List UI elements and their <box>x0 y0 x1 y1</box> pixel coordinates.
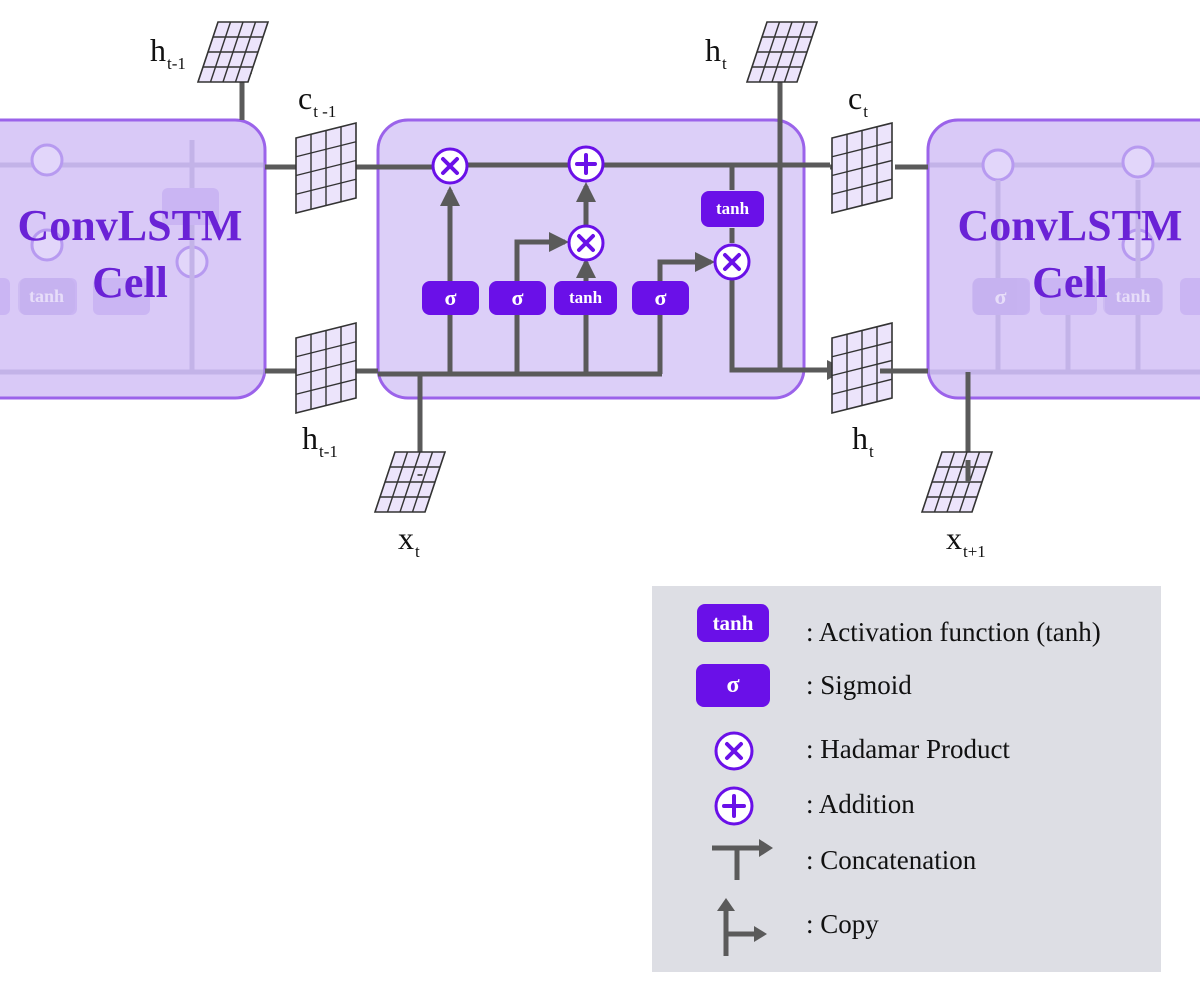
feature-grid-icon <box>746 21 818 83</box>
left-convlstm-cell <box>0 118 300 400</box>
label-sub: t <box>863 102 868 121</box>
label-h-prev-top: ht-1 <box>150 34 186 72</box>
forget-gate-sigmoid: σ <box>422 281 479 315</box>
left-cell-title: ConvLSTM Cell <box>0 197 260 311</box>
left-cell-title-line1: ConvLSTM <box>17 201 243 250</box>
legend-tanh-box: tanh <box>697 604 769 642</box>
label-c-t: ct <box>848 82 868 120</box>
sigma-label: σ <box>726 672 740 698</box>
feature-grid-icon <box>831 322 893 414</box>
plus-circle-icon <box>714 786 754 826</box>
label-sub: t <box>869 442 874 461</box>
sigma-label: σ <box>511 285 524 310</box>
label-sub: t -1 <box>313 102 337 121</box>
label-sub: t-1 <box>319 442 338 461</box>
legend-sigmoid-box: σ <box>696 664 770 707</box>
input-gate-sigmoid: σ <box>489 281 546 315</box>
feature-grid-icon <box>831 122 893 214</box>
multiply-circle-icon <box>713 243 751 281</box>
label-h-t-bottom: ht <box>852 422 874 460</box>
right-ghost-sigma: σ <box>972 278 1029 315</box>
label-main: h <box>852 420 868 456</box>
plus-circle-icon <box>567 145 605 183</box>
label-sub: t <box>415 542 420 561</box>
feature-grid-icon <box>921 451 993 513</box>
output-gate-sigmoid: σ <box>632 281 689 315</box>
multiply-circle-icon <box>431 147 469 185</box>
tanh-label: tanh <box>715 199 750 218</box>
sigma-label: σ <box>994 283 1007 309</box>
copy-icon <box>717 898 767 956</box>
right-cell-title: ConvLSTM Cell <box>940 197 1200 311</box>
feature-grid-icon <box>374 451 446 513</box>
label-main: x <box>398 520 414 556</box>
label-x-t: xt <box>398 522 420 560</box>
label-main: c <box>298 80 313 116</box>
cell-output-tanh: tanh <box>701 191 764 227</box>
sigma-label: σ <box>654 285 667 310</box>
legend-text-hadamard: : Hadamar Product <box>806 734 1010 764</box>
tanh-label: tanh <box>568 288 603 307</box>
multiply-circle-icon <box>567 224 605 262</box>
label-sub: t-1 <box>167 54 186 73</box>
label-main: h <box>302 420 318 456</box>
left-cell-title-line2: Cell <box>92 258 168 308</box>
label-sub: t <box>722 54 727 73</box>
legend-panel: tanh : Activation function (tanh) σ : Si… <box>652 586 1161 972</box>
label-c-prev: ct -1 <box>298 82 336 120</box>
candidate-tanh: tanh <box>554 281 617 315</box>
sigma-label: σ <box>444 285 457 310</box>
feature-grid-icon <box>197 21 269 83</box>
label-main: h <box>705 32 721 68</box>
legend-text-copy: : Copy <box>806 909 879 939</box>
multiply-circle-icon <box>714 731 754 771</box>
label-main: h <box>150 32 166 68</box>
legend-text-sigmoid: : Sigmoid <box>806 670 912 700</box>
right-ghost-tanh: tanh <box>1103 278 1163 315</box>
center-convlstm-cell <box>330 61 847 475</box>
legend-text-addition: : Addition <box>806 789 915 819</box>
label-sub: t+1 <box>963 542 986 561</box>
legend-text-tanh: : Activation function (tanh) <box>806 617 1101 647</box>
left-cell-ghost-internals <box>0 140 265 375</box>
label-main: c <box>848 80 863 116</box>
tanh-label: tanh <box>712 610 754 635</box>
concatenation-icon <box>712 839 773 880</box>
right-cell-title-line2: Cell <box>1032 258 1108 308</box>
label-h-prev-bottom: ht-1 <box>302 422 338 460</box>
right-cell-title-line1: ConvLSTM <box>957 201 1183 250</box>
feature-grid-icon <box>295 322 357 414</box>
label-main: x <box>946 520 962 556</box>
tanh-label: tanh <box>1115 286 1151 306</box>
left-ghost-tanh: tanh <box>18 278 75 315</box>
legend-text-concatenation: : Concatenation <box>806 845 977 875</box>
label-h-t-top: ht <box>705 34 727 72</box>
label-x-next: xt+1 <box>946 522 986 560</box>
tanh-label: tanh <box>28 286 64 306</box>
feature-grid-icon <box>295 122 357 214</box>
